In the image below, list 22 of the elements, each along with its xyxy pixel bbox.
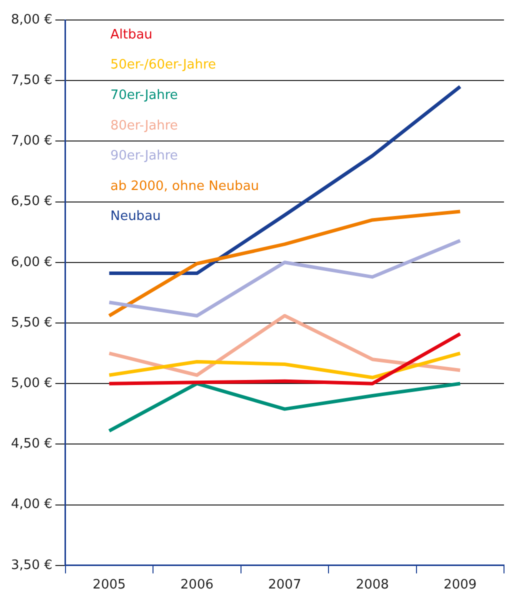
y-tick-label: 7,50 € [10,72,52,88]
x-tick-label: 2008 [356,578,389,593]
x-tick-label: 2007 [268,578,302,593]
text: 50er-/60er-Jahre [110,58,216,73]
y-tick-label: 7,00 € [10,134,52,149]
y-tick-label: 3,50 € [10,558,52,573]
x-tick-label: 2005 [92,578,126,593]
x-tick-label: 2009 [444,578,477,593]
y-tick-label: 6,00 € [10,254,52,270]
text: 90er-Jahre [110,148,178,164]
y-tick-label: 5,50 € [10,315,52,330]
text: Neubau [110,209,161,224]
y-tick-label: 6,50 € [10,194,52,210]
text: 70er-Jahre [110,88,178,103]
text: Altbau [110,27,152,42]
y-tick-label: 4,00 € [10,497,52,512]
y-tick-label: 4,50 € [10,436,52,452]
text: ab 2000, ohne Neubau [110,178,260,194]
y-tick-label: 8,00 € [10,12,52,28]
y-tick-label: 5,00 € [10,376,52,391]
text: 80er-Jahre [110,118,178,134]
x-tick-label: 2006 [180,578,214,593]
